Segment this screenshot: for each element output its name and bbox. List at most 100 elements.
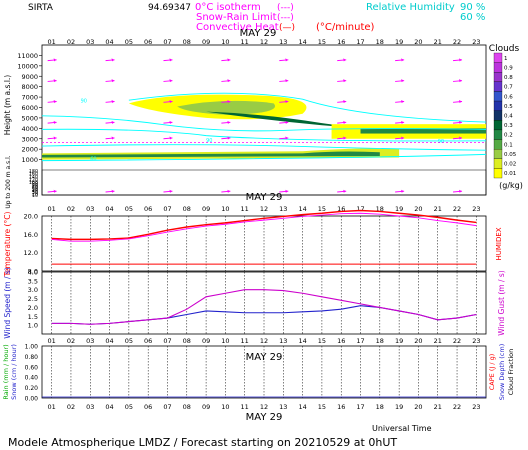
x-tick-label-wind: 15: [318, 337, 326, 345]
x-tick-label-temp: 22: [453, 205, 461, 213]
x-tick-label-top: 17: [356, 38, 364, 46]
y-tick-label: 9000: [21, 73, 38, 81]
ylabel-wind: Wind Speed (m / s): [3, 267, 12, 339]
colorbar-swatch: [493, 52, 503, 63]
y-tick-label-temp: 16.0: [24, 231, 38, 239]
x-tick-label-rain: 17: [356, 403, 364, 411]
title-clouds: MAY 29: [240, 28, 277, 39]
humidity-contour: [41, 153, 487, 162]
x-tick-label-temp: 09: [202, 205, 210, 213]
x-tick-label-rain: 20: [414, 403, 422, 411]
y-tick-label-rain: 0.40: [25, 375, 39, 382]
x-tick-label-rain: 09: [202, 403, 210, 411]
x-tick-label-temp: 07: [163, 205, 171, 213]
x-tick-label-top: 04: [105, 38, 113, 46]
colorbar-tick-label: 0.02: [504, 162, 516, 168]
colorbar-tick-label: 1: [504, 56, 508, 62]
colorbar-swatch: [493, 62, 503, 73]
cloud-high-band-core: [360, 128, 486, 134]
x-tick-label-rain: 18: [376, 403, 384, 411]
wind-vector-head: [285, 136, 289, 140]
colorbar-swatch: [493, 149, 503, 159]
colorbar-tick-label: 0.7: [504, 85, 513, 91]
x-tick-label-top: 02: [67, 38, 75, 46]
y-tick-label-low: 120: [29, 177, 38, 183]
colorbar-swatch: [493, 72, 503, 82]
panel-clouds-frame: [41, 44, 487, 196]
y-tick-label: 6000: [21, 104, 38, 112]
cloud-mid-dense: [206, 111, 342, 127]
y-tick-label-temp: 8.0: [28, 268, 38, 276]
humidity-contour: [41, 144, 487, 151]
x-tick-label-wind: 02: [67, 337, 75, 345]
x-tick-label-wind: 12: [260, 337, 268, 345]
colorbar-swatch: [493, 168, 503, 179]
rh-90: 90 %: [460, 2, 485, 13]
legend-snow-sample: (---): [277, 13, 294, 23]
x-tick-label-top: 01: [48, 38, 56, 46]
x-tick-label-top: 08: [183, 38, 191, 46]
x-tick-label-wind: 06: [144, 337, 152, 345]
ylabel-snowdepth: Snow Depth (cm): [498, 344, 506, 400]
x-tick-label-wind: 22: [453, 337, 461, 345]
humidity-contour: [128, 92, 487, 123]
y-tick-label-low: 50: [32, 187, 38, 193]
x-tick-label-wind: 04: [105, 337, 113, 345]
y-tick-label-rain: 0.80: [25, 354, 39, 361]
wind-vector-head: [169, 58, 173, 62]
x-tick-label-wind: 11: [241, 337, 249, 345]
humidity-label: 90: [81, 98, 87, 104]
x-tick-label-temp: 16: [337, 205, 345, 213]
wind-vector-head: [169, 120, 173, 124]
y-tick-label: 11000: [17, 52, 38, 60]
y-tick-label-temp: 12.0: [24, 249, 38, 257]
wind-vector-head: [227, 120, 231, 124]
colorbar-tick-label: 0.01: [504, 171, 516, 177]
wind-vector-head: [111, 189, 115, 193]
colorbar-swatch: [493, 120, 503, 131]
rh-60: 60 %: [460, 12, 485, 23]
wind-vector-head: [169, 189, 173, 193]
x-tick-label-temp: 14: [298, 205, 306, 213]
wind-vector-head: [285, 120, 289, 124]
wind-vector-head: [169, 136, 173, 140]
wind-vector-head: [459, 120, 463, 124]
x-tick-label-rain: 04: [105, 403, 113, 411]
y-tick-label-wind: 2.0: [28, 304, 38, 312]
x-tick-label-top: 20: [414, 38, 422, 46]
y-tick-label-low: 180: [29, 169, 38, 175]
y-tick-label-rain: 0.20: [25, 385, 39, 392]
cloud-low-core: [42, 151, 380, 158]
x-tick-label-wind: 20: [414, 337, 422, 345]
x-tick-label-temp: 06: [144, 205, 152, 213]
ylabel-height: Height (m a.s.l.): [3, 75, 12, 136]
x-tick-label-top: 13: [279, 38, 287, 46]
x-tick-label-top: 16: [337, 38, 345, 46]
x-tick-label-wind: 03: [86, 337, 94, 345]
x-tick-label-wind: 01: [48, 337, 56, 345]
x-tick-label-top: 21: [434, 38, 442, 46]
x-tick-label-rain: 23: [472, 403, 480, 411]
y-tick-label: 7000: [21, 94, 38, 102]
x-tick-label-rain: 05: [125, 403, 133, 411]
x-tick-label-temp: 23: [472, 205, 480, 213]
y-tick-label-low: 70: [32, 184, 38, 190]
wind-vector-head: [53, 120, 57, 124]
y-tick-label-low: 10: [32, 193, 38, 199]
x-tick-label-wind: 10: [221, 337, 229, 345]
x-tick-label-rain: 06: [144, 403, 152, 411]
wind-vector-head: [401, 79, 405, 83]
wind-vector-head: [343, 99, 347, 103]
colorbar-title: Clouds: [489, 44, 520, 54]
humidity-contour: [41, 128, 487, 142]
y-tick-label-wind: 3.5: [28, 277, 38, 285]
wind-vector-head: [53, 189, 57, 193]
colorbar-tick-label: 0.1: [504, 142, 513, 148]
x-tick-label-rain: 21: [434, 403, 442, 411]
y-tick-label: 8000: [21, 83, 38, 91]
ylabel-humidex: HUMIDEX: [495, 227, 503, 260]
wind-vector-head: [285, 99, 289, 103]
wind-vector-head: [285, 58, 289, 62]
colorbar-swatch: [493, 81, 503, 92]
